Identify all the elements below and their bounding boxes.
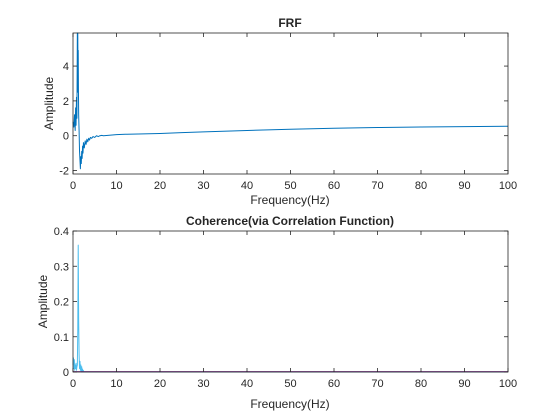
frf-xtick-label: 20 xyxy=(154,180,166,192)
frf-xtick-label: 100 xyxy=(499,180,517,192)
coherence-ytick-label: 0.2 xyxy=(54,297,69,309)
coherence-ytick-label: 0.1 xyxy=(54,332,69,344)
frf-ytick-label: 0 xyxy=(63,131,69,143)
coherence-yticks: 0 0.1 0.2 0.3 0.4 xyxy=(54,226,508,379)
coherence-ytick-label: 0.4 xyxy=(54,226,69,238)
coherence-xtick-label: 30 xyxy=(197,378,209,390)
coherence-ytick-label: 0.3 xyxy=(54,261,69,273)
coherence-xtick-label: 100 xyxy=(499,378,517,390)
coherence-xtick-label: 10 xyxy=(110,378,122,390)
frf-xtick-label: 40 xyxy=(241,180,253,192)
coherence-xtick-label: 40 xyxy=(241,378,253,390)
frf-ylabel: Amplitude xyxy=(42,77,56,131)
frf-ytick-label: 4 xyxy=(63,61,69,73)
coherence-xtick-label: 50 xyxy=(284,378,296,390)
frf-xtick-label: 90 xyxy=(458,180,470,192)
frf-xtick-label: 80 xyxy=(415,180,427,192)
frf-xtick-label: 50 xyxy=(284,180,296,192)
frf-xtick-label: 60 xyxy=(328,180,340,192)
frf-xticks: 0 10 20 30 40 50 60 70 80 90 100 xyxy=(70,33,517,192)
coherence-plot-area xyxy=(73,231,508,372)
frf-ytick-label: 2 xyxy=(63,96,69,108)
frf-xtick-label: 0 xyxy=(70,180,76,192)
coherence-xticks: 0 10 20 30 40 50 60 70 80 90 100 xyxy=(70,231,517,390)
coherence-ylabel: Amplitude xyxy=(36,275,50,329)
coherence-xtick-label: 0 xyxy=(70,378,76,390)
frf-xtick-label: 70 xyxy=(371,180,383,192)
frf-xtick-label: 30 xyxy=(197,180,209,192)
coherence-xtick-label: 80 xyxy=(415,378,427,390)
coherence-axes: Coherence(via Correlation Function) 0 10 2… xyxy=(36,214,517,411)
coherence-xtick-label: 60 xyxy=(328,378,340,390)
frf-yticks: -2 0 2 4 xyxy=(59,61,508,178)
frf-title: FRF xyxy=(278,16,301,30)
frf-ytick-label: -2 xyxy=(59,166,69,178)
frf-xlabel: Frequency(Hz) xyxy=(250,193,329,207)
frf-plot-area xyxy=(73,33,508,174)
coherence-xlabel: Frequency(Hz) xyxy=(250,397,329,411)
coherence-title: Coherence(via Correlation Function) xyxy=(186,214,394,228)
coherence-xtick-label: 70 xyxy=(371,378,383,390)
frf-series-line-0 xyxy=(72,32,509,170)
frf-xtick-label: 10 xyxy=(110,180,122,192)
coherence-xtick-label: 20 xyxy=(154,378,166,390)
coherence-ytick-label: 0 xyxy=(63,367,69,379)
frf-series xyxy=(72,32,509,170)
coherence-xtick-label: 90 xyxy=(458,378,470,390)
